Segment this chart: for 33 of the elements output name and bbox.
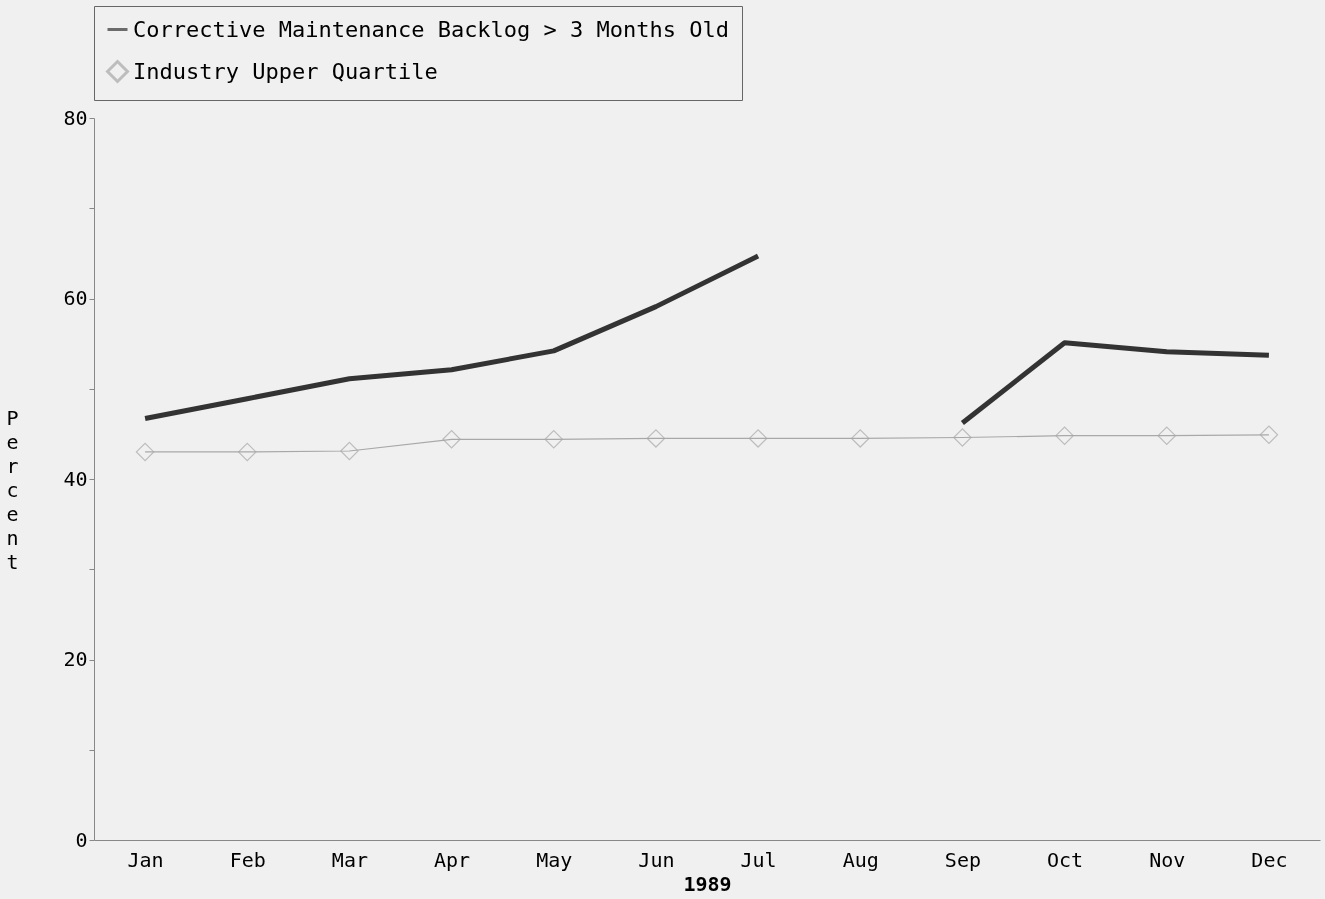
x-tick-label: May [536, 847, 573, 872]
point [850, 429, 870, 448]
x-tick-label: Mar [331, 847, 368, 872]
y-tick-label: 80 [63, 105, 88, 130]
point [953, 428, 972, 447]
x-tick-label: Apr [434, 847, 471, 872]
point [135, 442, 155, 462]
x-tick-label: Aug [842, 847, 879, 872]
x-tick-label: Jun [638, 847, 675, 872]
x-tick-label: Dec [1251, 847, 1288, 872]
legend-label: Industry Upper Quartile [133, 58, 438, 84]
y-axis-title: Percent [6, 405, 19, 574]
x-axis-title: 1989 [683, 871, 732, 896]
x-tick-label: Nov [1149, 847, 1186, 872]
point [340, 441, 359, 461]
x-tick-label: Jan [127, 847, 164, 872]
y-tick-label: 40 [63, 466, 88, 491]
point [1055, 426, 1074, 445]
y-tick-label: 0 [75, 827, 88, 852]
y-tick-label: 20 [63, 647, 88, 671]
point [748, 429, 768, 448]
point [1157, 426, 1177, 445]
point [544, 430, 564, 449]
point [1259, 425, 1279, 445]
point [442, 430, 461, 449]
x-tick-label: Sep [944, 847, 981, 872]
x-tick-label: Oct [1047, 847, 1084, 872]
y-tick-label: 60 [63, 286, 88, 310]
point [646, 429, 666, 448]
point [237, 442, 257, 462]
x-tick-label: Jul [740, 847, 777, 872]
x-tick-label: Feb [229, 847, 266, 872]
legend-label: Corrective Maintenance Backlog > 3 Months Old [133, 16, 730, 42]
